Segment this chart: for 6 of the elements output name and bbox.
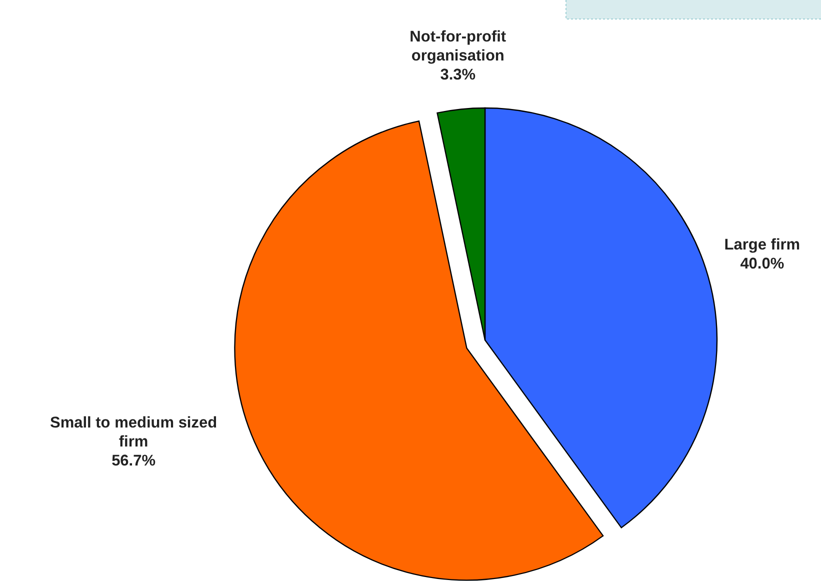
data-label: 3.3% xyxy=(440,66,476,84)
slice-label: Small to medium sized firm xyxy=(50,414,218,450)
data-label: 40.0% xyxy=(740,256,784,273)
slice-label: Large firm xyxy=(724,236,800,254)
data-label: 56.7% xyxy=(112,452,156,470)
slice-label: Not-for-profit organisation xyxy=(410,28,506,64)
